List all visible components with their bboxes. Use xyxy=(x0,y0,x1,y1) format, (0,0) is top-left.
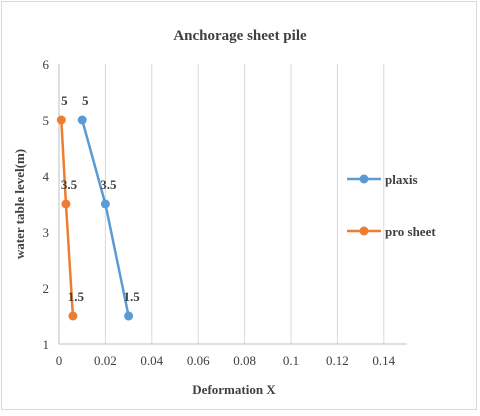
x-tick-label: 0.06 xyxy=(187,353,210,368)
series-line xyxy=(60,119,75,317)
chart-frame: Anchorage sheet pile water table level(m… xyxy=(1,1,477,410)
grid-layer xyxy=(104,64,385,344)
x-tick-label: 0.14 xyxy=(372,353,395,368)
data-point xyxy=(68,311,78,321)
legend-label: pro sheet xyxy=(385,224,436,239)
series-layer: 5 3.5 1.5 5 3.5 1.5 xyxy=(56,93,140,321)
x-tick-label: 0 xyxy=(56,353,63,368)
x-tick-label: 0.04 xyxy=(140,353,163,368)
y-tick-label: 6 xyxy=(43,57,50,72)
data-label: 3.5 xyxy=(100,177,117,192)
legend-marker xyxy=(359,174,369,184)
data-point xyxy=(61,199,71,209)
chart-svg: Anchorage sheet pile water table level(m… xyxy=(12,28,436,397)
data-label: 1.5 xyxy=(123,289,140,304)
legend: plaxis pro sheet xyxy=(347,172,436,239)
data-point xyxy=(124,311,134,321)
y-axis-label: water table level(m) xyxy=(12,149,27,259)
series-pro-sheet: 5 3.5 1.5 xyxy=(56,93,85,321)
chart-title: Anchorage sheet pile xyxy=(173,28,307,44)
x-tick-label: 0.1 xyxy=(283,353,299,368)
legend-item: plaxis xyxy=(347,172,418,187)
y-tick-label: 2 xyxy=(43,281,50,296)
data-label: 3.5 xyxy=(61,177,78,192)
data-point xyxy=(56,115,66,125)
legend-label: plaxis xyxy=(385,172,418,187)
x-axis-label: Deformation X xyxy=(192,382,276,397)
y-tick-label: 5 xyxy=(43,113,50,128)
y-tick-label: 3 xyxy=(43,225,50,240)
series-plaxis: 5 3.5 1.5 xyxy=(77,93,140,321)
data-label: 5 xyxy=(82,93,89,108)
axes-layer: 0 0.02 0.04 0.06 0.08 0.1 0.12 0.14 1 2 3 4 5 6 xyxy=(43,57,407,368)
x-tick-label: 0.12 xyxy=(326,353,349,368)
x-tick-label: 0.02 xyxy=(94,353,117,368)
data-point xyxy=(77,115,87,125)
legend-marker xyxy=(359,226,369,236)
data-label: 1.5 xyxy=(68,289,85,304)
x-tick-label: 0.08 xyxy=(233,353,256,368)
legend-item: pro sheet xyxy=(347,224,436,239)
y-tick-label: 4 xyxy=(43,169,50,184)
data-point xyxy=(100,199,110,209)
data-label: 5 xyxy=(61,93,68,108)
y-tick-label: 1 xyxy=(43,337,50,352)
